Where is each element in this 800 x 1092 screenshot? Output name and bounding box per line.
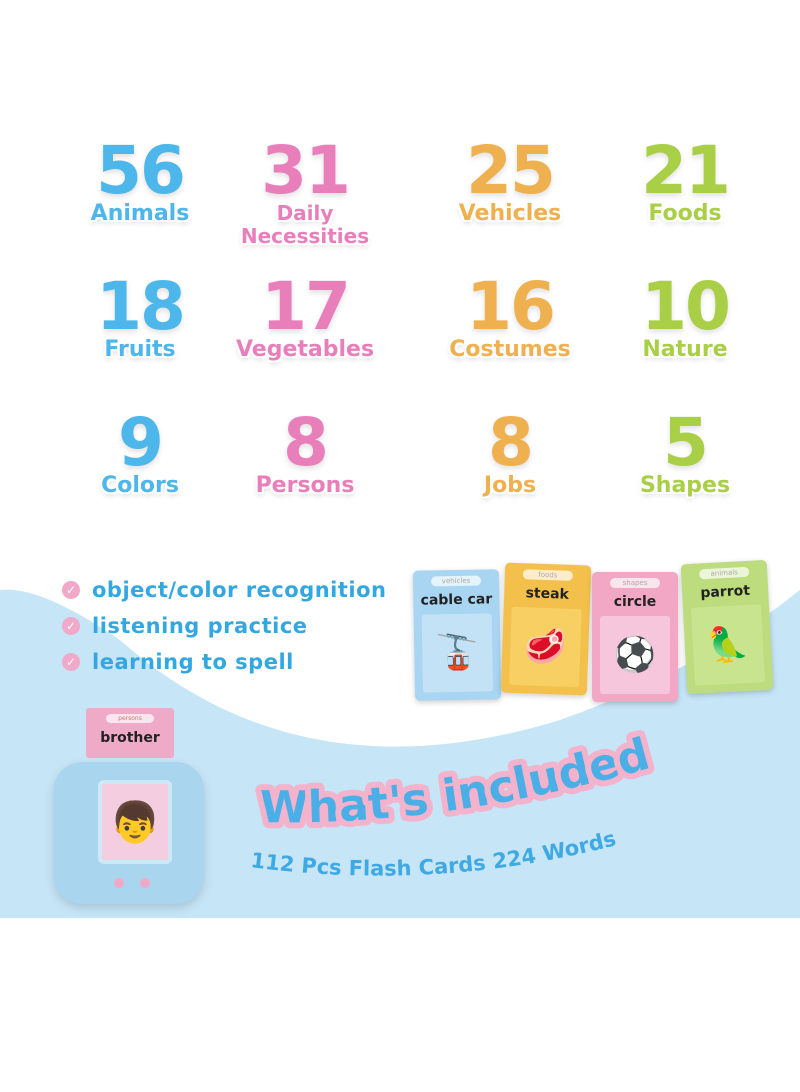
- card-word: parrot: [699, 582, 751, 602]
- cable-car-icon: 🚡: [421, 613, 493, 693]
- svg-text:What's included: What's included: [260, 729, 655, 834]
- stat-nature: 10 Nature: [605, 268, 765, 362]
- stat-label: Animals: [90, 201, 190, 226]
- stat-label: Daily Necessities: [240, 201, 370, 248]
- benefit-item: ✓ listening practice: [62, 608, 387, 644]
- card-category: animals: [698, 566, 750, 580]
- stat-jobs: 8 Jobs: [430, 404, 590, 498]
- stat-vehicles: 25 Vehicles: [430, 132, 590, 226]
- device-button: [114, 878, 124, 888]
- whats-included-title: What's included 112 Pcs Flash Cards 224 …: [250, 723, 661, 881]
- headline: What's included: [254, 723, 661, 840]
- parrot-icon: 🦜: [690, 604, 765, 686]
- stat-number: 9: [118, 404, 164, 481]
- stat-label: Colors: [101, 473, 179, 498]
- stat-foods: 21 Foods: [605, 132, 765, 226]
- stat-label: Shapes: [639, 473, 731, 498]
- stat-costumes: 16 Costumes: [430, 268, 590, 362]
- card-category: shapes: [610, 578, 660, 588]
- check-icon: ✓: [62, 653, 80, 671]
- stat-label: Vehicles: [458, 201, 562, 226]
- stat-number: 8: [488, 404, 534, 481]
- stat-label: Costumes: [449, 337, 571, 362]
- device-button: [140, 878, 150, 888]
- stat-number: 31: [261, 132, 351, 209]
- stat-label: Vegetables: [235, 337, 375, 362]
- card-word: circle: [613, 594, 657, 610]
- benefits-list: ✓ object/color recognition ✓ listening pra…: [62, 572, 387, 680]
- benefit-text: learning to spell: [92, 650, 294, 674]
- stat-number: 10: [641, 268, 731, 345]
- stat-number: 5: [663, 404, 709, 481]
- stat-label: Jobs: [483, 473, 537, 498]
- device-inserted-card: persons brother: [86, 708, 174, 758]
- steak-icon: 🥩: [509, 606, 582, 688]
- check-icon: ✓: [62, 617, 80, 635]
- stat-label: Foods: [648, 201, 722, 226]
- benefit-text: listening practice: [92, 614, 308, 638]
- stat-number: 18: [96, 268, 186, 345]
- stat-daily-necessities: 31 Daily Necessities: [225, 132, 385, 248]
- flash-card: animals parrot 🦜: [680, 559, 774, 695]
- card-category: vehicles: [430, 575, 482, 587]
- stat-label: Persons: [255, 473, 355, 498]
- subheadline: 112 Pcs Flash Cards 224 Words: [250, 826, 618, 880]
- benefit-item: ✓ learning to spell: [62, 644, 387, 680]
- stat-vegetables: 17 Vegetables: [225, 268, 385, 362]
- stat-label: Nature: [642, 337, 728, 362]
- stat-number: 25: [466, 132, 556, 209]
- card-word: cable car: [420, 591, 493, 609]
- soccer-ball-icon: ⚽: [600, 616, 670, 694]
- stat-persons: 8 Persons: [225, 404, 385, 498]
- talking-flash-card-device: 👦: [54, 762, 204, 904]
- check-icon: ✓: [62, 581, 80, 599]
- card-word: brother: [100, 730, 160, 746]
- stat-number: 56: [96, 132, 186, 209]
- flash-card: foods steak 🥩: [500, 562, 592, 696]
- stat-number: 16: [466, 268, 556, 345]
- card-category: persons: [106, 714, 154, 723]
- stat-number: 21: [641, 132, 731, 209]
- stat-shapes: 5 Shapes: [605, 404, 765, 498]
- stat-label: Fruits: [104, 337, 176, 362]
- stat-animals: 56 Animals: [60, 132, 220, 226]
- svg-text:112 Pcs Flash Cards 224 Words: 112 Pcs Flash Cards 224 Words: [250, 826, 618, 880]
- flash-card: vehicles cable car 🚡: [412, 569, 502, 701]
- flash-card: shapes circle ⚽: [592, 572, 678, 702]
- stat-colors: 9 Colors: [60, 404, 220, 498]
- card-category: foods: [522, 569, 574, 581]
- benefit-text: object/color recognition: [92, 578, 387, 602]
- stat-number: 8: [283, 404, 329, 481]
- stat-fruits: 18 Fruits: [60, 268, 220, 362]
- stat-number: 17: [261, 268, 351, 345]
- card-word: steak: [525, 585, 570, 603]
- benefit-item: ✓ object/color recognition: [62, 572, 387, 608]
- boy-illustration-icon: 👦: [98, 780, 172, 864]
